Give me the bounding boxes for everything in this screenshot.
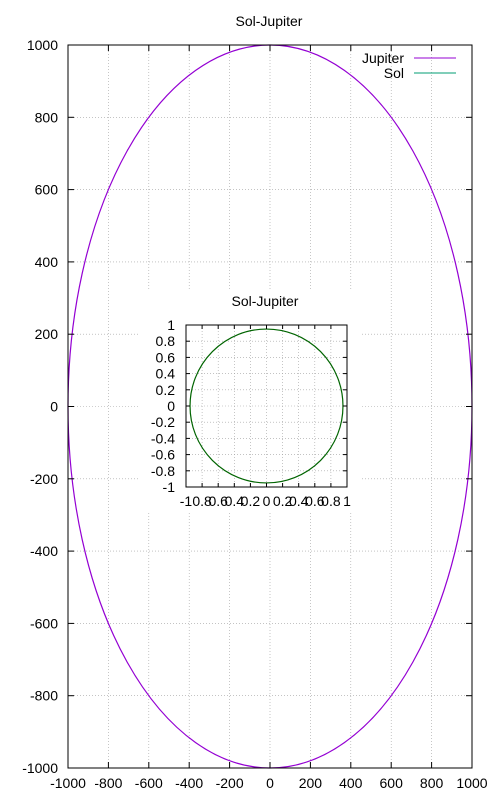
inset-grid bbox=[186, 325, 347, 487]
inset-x-tick-label: 0.4 bbox=[289, 493, 309, 509]
inset-y-tick-labels: -1-0.8-0.6-0.4-0.200.20.40.60.81 bbox=[151, 317, 175, 495]
inset-y-tick-label: -0.2 bbox=[151, 414, 175, 430]
main-x-tick-label: -400 bbox=[175, 775, 203, 791]
inset-x-tick-label: 0 bbox=[263, 493, 271, 509]
legend-label-jupiter: Jupiter bbox=[362, 50, 404, 66]
main-y-tick-label: 1000 bbox=[27, 37, 58, 53]
inset-chart-title: Sol-Jupiter bbox=[232, 293, 299, 309]
inset-y-tick-label: 0 bbox=[167, 398, 175, 414]
main-y-tick-label: -600 bbox=[30, 615, 58, 631]
inset-y-tick-label: -0.8 bbox=[151, 463, 175, 479]
inset-y-tick-label: -1 bbox=[163, 479, 176, 495]
inset-chart: -1 0.80.60.40.2 0 0.20.40.60.8 1 -1-0.8-0.6-… bbox=[140, 290, 362, 512]
main-x-tick-label: 1000 bbox=[456, 775, 487, 791]
inset-y-tick-label: -0.6 bbox=[151, 447, 175, 463]
inset-x-tick-label: 0.2 bbox=[273, 493, 293, 509]
main-x-tick-label: -200 bbox=[216, 775, 244, 791]
inset-x-tick-label: 0.8 bbox=[321, 493, 341, 509]
main-chart: -1000 -800 -600 -400 -200 0 200 400 600 800 1000 -… bbox=[22, 13, 488, 791]
main-y-tick-labels: -1000 -800 -600 -400 -200 0 200 400 600 800 1000 bbox=[22, 37, 58, 776]
main-chart-title: Sol-Jupiter bbox=[236, 13, 303, 29]
inset-x-tick-label: 0.2 bbox=[241, 493, 261, 509]
main-grid bbox=[68, 45, 472, 768]
main-ticks bbox=[67, 44, 473, 769]
main-x-tick-label: 600 bbox=[380, 775, 404, 791]
inset-x-tick-labels: -1 0.80.60.40.2 0 0.20.40.60.8 1 bbox=[180, 493, 351, 509]
main-y-tick-label: 800 bbox=[35, 109, 59, 125]
inset-y-tick-label: 0.2 bbox=[156, 382, 176, 398]
main-x-tick-label: 0 bbox=[266, 775, 274, 791]
inset-x-tick-label: 0.6 bbox=[305, 493, 325, 509]
inset-y-tick-label: 0.6 bbox=[156, 349, 176, 365]
main-y-tick-label: 600 bbox=[35, 182, 59, 198]
inset-y-tick-label: 0.4 bbox=[156, 366, 176, 382]
main-x-tick-label: 800 bbox=[420, 775, 444, 791]
main-x-tick-label: -1000 bbox=[50, 775, 86, 791]
inset-y-tick-label: 1 bbox=[167, 317, 175, 333]
inset-y-tick-label: -0.4 bbox=[151, 430, 175, 446]
main-y-tick-label: 0 bbox=[50, 399, 58, 415]
main-x-tick-label: 400 bbox=[339, 775, 363, 791]
inset-series bbox=[189, 328, 344, 484]
main-x-tick-label: -600 bbox=[135, 775, 163, 791]
main-x-tick-labels: -1000 -800 -600 -400 -200 0 200 400 600 800 1000 bbox=[50, 775, 488, 791]
main-x-tick-label: -800 bbox=[94, 775, 122, 791]
main-y-tick-label: 200 bbox=[35, 326, 59, 342]
inset-x-tick-label: -1 bbox=[180, 493, 193, 509]
inset-x-tick-label: 1 bbox=[343, 493, 351, 509]
inset-x-tick-label: 0.6 bbox=[208, 493, 228, 509]
inset-series-0-orbit bbox=[189, 328, 344, 484]
inset-x-tick-label: 0.4 bbox=[225, 493, 245, 509]
legend: Jupiter Sol bbox=[362, 50, 456, 81]
inset-x-tick-label: 0.8 bbox=[192, 493, 212, 509]
main-y-tick-label: -800 bbox=[30, 688, 58, 704]
main-y-tick-label: -200 bbox=[30, 471, 58, 487]
inset-y-tick-label: 0.8 bbox=[156, 333, 176, 349]
main-x-tick-label: 200 bbox=[299, 775, 323, 791]
main-y-tick-label: 400 bbox=[35, 254, 59, 270]
main-y-tick-label: -1000 bbox=[22, 760, 58, 776]
legend-label-sol: Sol bbox=[384, 65, 404, 81]
inset-ticks bbox=[185, 324, 348, 488]
main-y-tick-label: -400 bbox=[30, 543, 58, 559]
inset-background bbox=[140, 290, 362, 512]
